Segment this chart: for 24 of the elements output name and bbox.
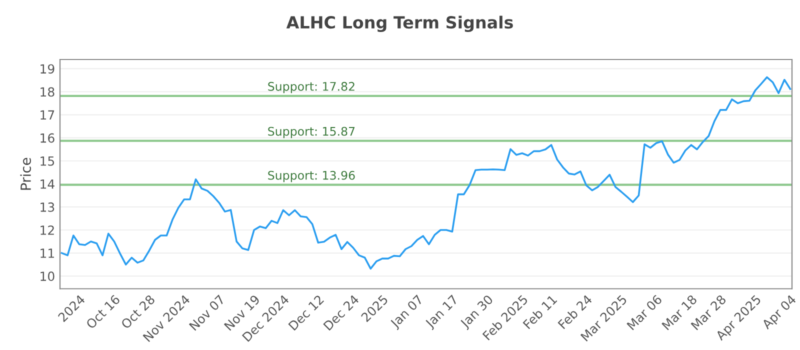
x-tick-label: Jan 17 <box>424 294 460 330</box>
y-tick-label: 18 <box>40 87 54 97</box>
x-tick-label: Jan 07 <box>389 294 425 330</box>
y-tick-label: 10 <box>40 272 54 282</box>
chart-title: ALHC Long Term Signals <box>286 16 513 32</box>
y-tick-label: 15 <box>40 156 54 166</box>
x-tick-label: Apr 04 <box>761 294 798 332</box>
x-tick-label: Dec 24 <box>323 294 360 331</box>
y-axis-title: Price <box>20 158 31 190</box>
x-tick-label: Mar 06 <box>626 294 662 330</box>
y-tick-label: 16 <box>40 133 54 143</box>
y-tick-label: 13 <box>40 202 54 212</box>
y-tick-label: 17 <box>40 110 54 120</box>
x-tick-label: Oct 16 <box>86 294 120 330</box>
y-tick-label: 12 <box>40 225 54 235</box>
x-tick-label: Dec 12 <box>288 294 324 331</box>
line-series <box>60 76 792 270</box>
y-tick-label: 19 <box>40 64 54 74</box>
ref-line-label: Support: 13.96 <box>268 170 355 182</box>
y-tick-label: 14 <box>40 180 54 189</box>
ref-line-label: Support: 17.82 <box>268 82 354 94</box>
x-tick-label: Nov 07 <box>188 294 226 331</box>
y-tick-label: 11 <box>40 248 54 258</box>
ref-line-label: Support: 15.87 <box>268 126 355 138</box>
